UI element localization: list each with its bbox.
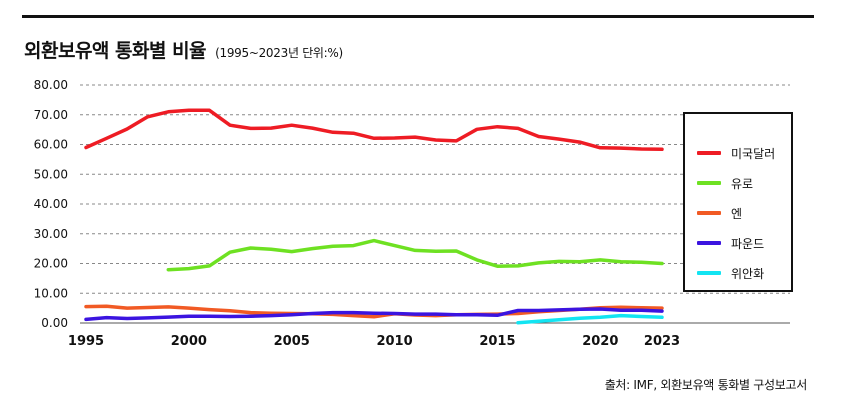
series-line (84, 307, 664, 322)
legend-label: 파운드 (731, 236, 765, 251)
legend-label: 유로 (731, 176, 754, 191)
series-line (166, 238, 664, 272)
legend-item: 미국달러 (685, 138, 791, 168)
x-tick-label: 1995 (68, 334, 104, 349)
legend-swatch (697, 181, 721, 185)
y-tick-label: 40.00 (34, 197, 68, 211)
legend-swatch (697, 211, 721, 215)
y-axis: 0.00 10.00 20.00 30.00 40.00 50.00 60.00 70.00 8… (34, 78, 68, 330)
legend-item: 위안화 (685, 258, 791, 288)
y-tick-label: 20.00 (34, 257, 68, 271)
x-axis: 1995 2000 2005 2010 2015 2020 2023 (68, 334, 680, 349)
legend-label: 미국달러 (731, 146, 776, 161)
x-tick-label: 2015 (479, 334, 515, 349)
top-rule (22, 15, 814, 18)
source-note: 출처: IMF, 외환보유액 통화별 구성보고서 (604, 378, 808, 392)
y-tick-label: 80.00 (34, 78, 68, 92)
legend-swatch (697, 151, 721, 155)
legend-label: 위안화 (731, 266, 765, 281)
legend-item: 파운드 (685, 228, 791, 258)
y-tick-label: 30.00 (34, 227, 68, 241)
legend-item: 유로 (685, 168, 791, 198)
x-tick-label: 2005 (274, 334, 310, 349)
y-tick-label: 70.00 (34, 108, 68, 122)
x-tick-label: 2000 (171, 334, 207, 349)
legend-swatch (697, 271, 721, 275)
x-tick-label: 2010 (376, 334, 412, 349)
chart-subtitle: (1995~2023년 단위:%) (215, 46, 343, 60)
grid-lines (80, 84, 790, 324)
series-line (84, 108, 664, 152)
x-tick-label: 2020 (582, 334, 618, 349)
legend-label: 엔 (731, 206, 743, 221)
series-line (516, 313, 664, 325)
legend-swatch (697, 241, 721, 245)
y-tick-label: 50.00 (34, 167, 68, 181)
y-tick-label: 60.00 (34, 138, 68, 152)
chart-header: 외환보유액 통화별 비율 (1995~2023년 단위:%) (24, 36, 343, 63)
series-lines (84, 108, 664, 325)
y-tick-label: 0.00 (41, 316, 68, 330)
legend-item: 엔 (685, 198, 791, 228)
chart-title: 외환보유액 통화별 비율 (24, 40, 207, 62)
x-tick-label: 2023 (644, 334, 680, 349)
y-tick-label: 10.00 (34, 286, 68, 300)
